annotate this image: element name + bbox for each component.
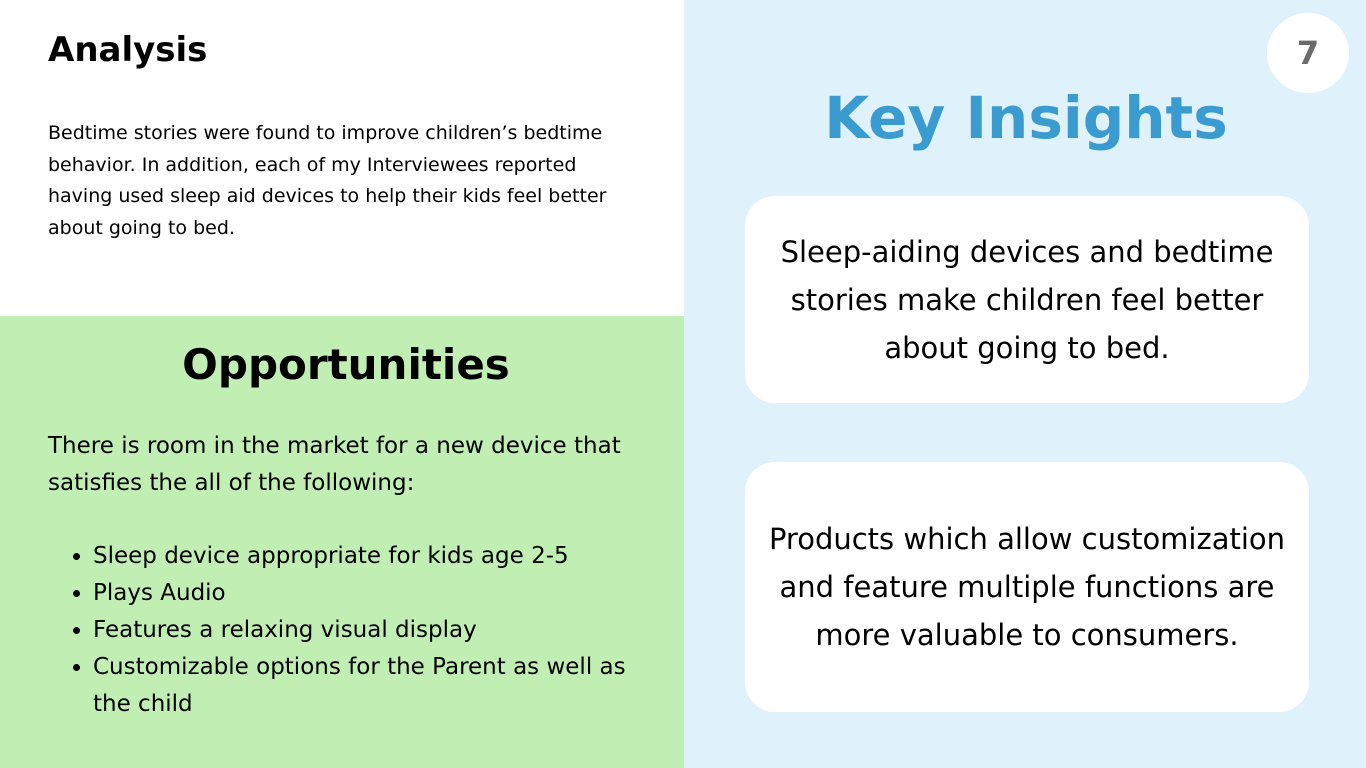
list-item: Plays Audio — [93, 575, 658, 612]
page-number-badge: 7 — [1267, 13, 1349, 93]
key-insights-title: Key Insights — [824, 84, 1228, 152]
insight-text: Sleep-aiding devices and bedtime stories… — [780, 234, 1274, 365]
opportunities-intro: There is room in the market for a new de… — [48, 433, 621, 496]
opportunities-list: Sleep device appropriate for kids age 2-… — [48, 538, 658, 723]
opportunities-section: Opportunities There is room in the marke… — [0, 316, 684, 768]
analysis-title: Analysis — [48, 30, 208, 70]
opportunities-title: Opportunities — [182, 340, 510, 389]
insight-card: Sleep-aiding devices and bedtime stories… — [745, 196, 1309, 403]
list-item: Features a relaxing visual display — [93, 612, 658, 649]
insight-text: Products which allow customization and f… — [768, 522, 1286, 652]
left-panel: Analysis Bedtime stories were found to i… — [0, 0, 684, 768]
analysis-body: Bedtime stories were found to improve ch… — [48, 122, 607, 239]
key-insights-panel: 7 Key Insights Sleep-aiding devices and … — [684, 0, 1366, 768]
list-item: Customizable options for the Parent as w… — [93, 649, 658, 723]
list-item: Sleep device appropriate for kids age 2-… — [93, 538, 658, 575]
analysis-section: Analysis Bedtime stories were found to i… — [0, 0, 684, 316]
insight-card: Products which allow customization and f… — [745, 462, 1309, 712]
